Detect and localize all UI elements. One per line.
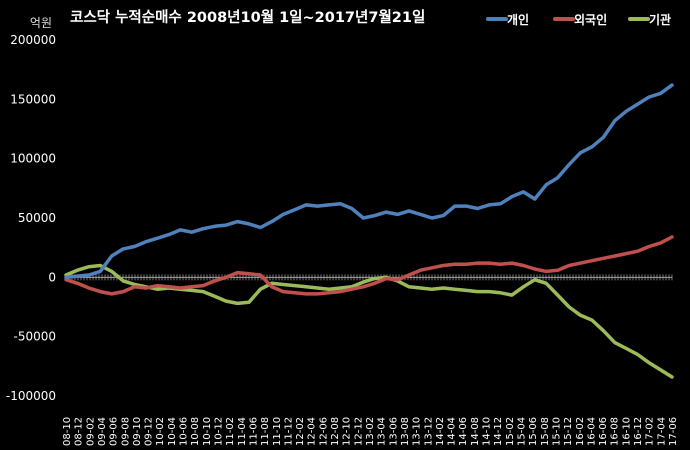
x-tick-label: 12-02 xyxy=(295,417,306,446)
x-tick-label: 17-06 xyxy=(668,417,679,446)
x-tick-label: 10-02 xyxy=(155,417,166,446)
y-tick-label: 50000 xyxy=(18,211,56,225)
x-tick-label: 15-10 xyxy=(551,417,562,446)
x-tick-label: 17-04 xyxy=(656,417,667,446)
x-tick-label: 09-04 xyxy=(97,417,108,446)
y-tick-label: 200000 xyxy=(10,33,56,47)
x-tick-label: 15-02 xyxy=(505,417,516,446)
x-tick-label: 15-06 xyxy=(528,417,539,446)
x-tick-label: 10-12 xyxy=(214,417,225,446)
series-line-0 xyxy=(64,83,674,280)
x-tick-label: 08-12 xyxy=(74,417,85,446)
x-tick-label: 16-02 xyxy=(575,417,586,446)
x-tick-label: 11-10 xyxy=(272,417,283,446)
x-tick-label: 10-04 xyxy=(167,417,178,446)
x-tick-label: 10-08 xyxy=(190,417,201,446)
x-tick-label: 09-02 xyxy=(85,417,96,446)
x-tick-label: 15-04 xyxy=(517,417,528,446)
x-tick-label: 09-12 xyxy=(144,417,155,446)
legend-label-2: 기관 xyxy=(649,12,671,27)
legend-label-0: 개인 xyxy=(507,12,529,27)
x-tick-label: 09-06 xyxy=(109,417,120,446)
x-tick-label: 10-10 xyxy=(202,417,213,446)
x-tick-label: 17-02 xyxy=(645,417,656,446)
y-tick-labels: 200000 150000 100000 50000 0 -50000 -100000 xyxy=(6,33,56,403)
x-tick-label: 09-08 xyxy=(120,417,131,446)
x-tick-label: 14-08 xyxy=(470,417,481,446)
chart-title: 코스닥 누적순매수 2008년10월 1일~2017년7월21일 xyxy=(70,8,425,26)
x-tick-label: 15-12 xyxy=(563,417,574,446)
y-axis-label: 억원 xyxy=(30,16,52,30)
x-tick-label: 13-08 xyxy=(400,417,411,446)
y-tick-label: -50000 xyxy=(13,330,56,344)
x-tick-label: 12-04 xyxy=(307,417,318,446)
x-axis: 08-10 08-12 09-02 09-04 09-06 09-08 09-10 09-12… xyxy=(62,274,679,446)
x-tick-label: 14-06 xyxy=(458,417,469,446)
x-tick-label: 11-08 xyxy=(260,417,271,446)
x-tick-label: 14-02 xyxy=(435,417,446,446)
y-tick-label: -100000 xyxy=(6,389,56,403)
x-tick-label: 08-10 xyxy=(62,417,73,446)
series-lines xyxy=(64,83,674,379)
x-tick-label: 16-04 xyxy=(586,417,597,446)
x-tick-label: 09-10 xyxy=(132,417,143,446)
y-tick-label: 0 xyxy=(48,270,56,284)
x-tick-label: 13-06 xyxy=(388,417,399,446)
x-tick-label: 13-10 xyxy=(412,417,423,446)
x-tick-label: 16-06 xyxy=(598,417,609,446)
x-tick-label: 11-02 xyxy=(225,417,236,446)
x-tick-label: 11-04 xyxy=(237,417,248,446)
x-tick-label: 14-10 xyxy=(482,417,493,446)
x-tick-label: 16-12 xyxy=(633,417,644,446)
x-tick-label: 11-06 xyxy=(248,417,259,446)
x-tick-label: 16-08 xyxy=(610,417,621,446)
x-tick-label: 12-08 xyxy=(330,417,341,446)
x-tick-label: 12-06 xyxy=(318,417,329,446)
x-tick-label: 13-02 xyxy=(365,417,376,446)
x-tick-label: 12-12 xyxy=(353,417,364,446)
series-line-1 xyxy=(64,235,674,296)
x-tick-label: 14-12 xyxy=(493,417,504,446)
y-tick-label: 150000 xyxy=(10,92,56,106)
x-tick-label: 14-04 xyxy=(447,417,458,446)
x-tick-label: 12-10 xyxy=(342,417,353,446)
x-tick-label: 10-06 xyxy=(179,417,190,446)
x-tick-label: 11-12 xyxy=(283,417,294,446)
x-tick-label: 15-08 xyxy=(540,417,551,446)
legend-label-1: 외국인 xyxy=(574,12,607,27)
x-tick-label: 13-12 xyxy=(423,417,434,446)
x-tick-label: 16-10 xyxy=(621,417,632,446)
legend: 개인 외국인 기관 xyxy=(486,12,671,27)
y-tick-label: 100000 xyxy=(10,152,56,166)
x-tick-label: 13-04 xyxy=(377,417,388,446)
